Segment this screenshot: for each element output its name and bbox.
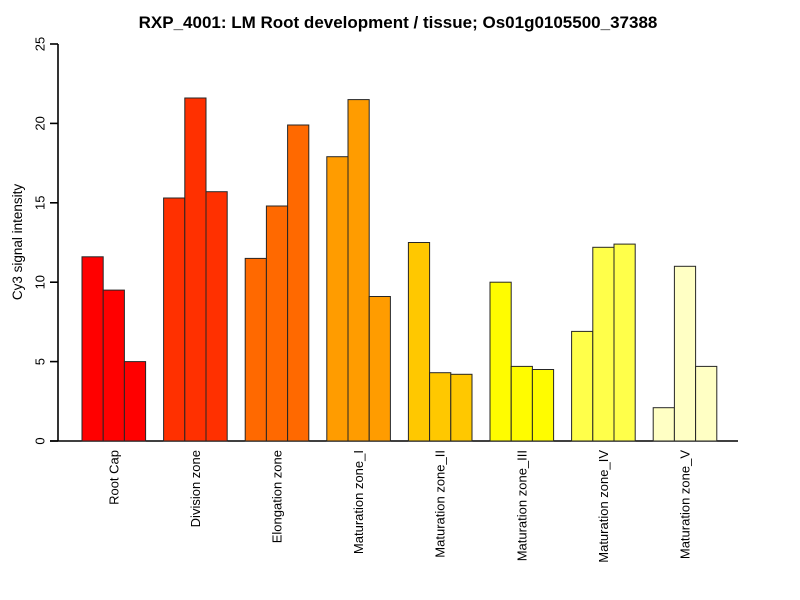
- y-tick-label: 25: [33, 37, 48, 51]
- bar: [123, 361, 147, 442]
- bar: [429, 372, 452, 442]
- bar: [102, 289, 125, 442]
- bar: [592, 246, 615, 442]
- y-axis-label: Cy3 signal intensity: [10, 184, 25, 301]
- bar: [347, 99, 370, 442]
- bar: [450, 373, 473, 442]
- bar: [673, 265, 697, 442]
- bar: [571, 330, 594, 442]
- bar: [510, 365, 533, 442]
- bar: [265, 205, 289, 442]
- x-category-label: Elongation zone: [270, 450, 285, 543]
- bar: [287, 124, 310, 442]
- x-category-label: Division zone: [188, 450, 203, 527]
- x-category-label: Maturation zone_I: [351, 450, 366, 554]
- x-category-label: Root Cap: [106, 450, 121, 505]
- chart-title: RXP_4001: LM Root development / tissue; …: [139, 13, 658, 32]
- y-tick-label: 0: [33, 437, 48, 444]
- bar: [244, 257, 267, 442]
- x-category-label: Maturation zone_V: [678, 450, 693, 559]
- bar: [326, 156, 349, 442]
- y-tick-label: 10: [33, 275, 48, 289]
- bar: [163, 197, 186, 442]
- plot-area: 0 5 10 15 20 25 Root Cap Division zone Elongatio…: [33, 37, 738, 563]
- y-tick-label: 15: [33, 196, 48, 210]
- x-category-label: Maturation zone_II: [433, 450, 448, 558]
- y-tick-label: 20: [33, 116, 48, 130]
- bar: [489, 281, 512, 442]
- bar: [695, 365, 718, 442]
- bar: [205, 191, 228, 442]
- bar: [368, 296, 391, 442]
- x-category-label: Maturation zone_IV: [596, 450, 611, 563]
- bar: [81, 256, 104, 442]
- bar: [613, 243, 636, 442]
- x-category-label: Maturation zone_III: [514, 450, 529, 561]
- bar: [407, 242, 431, 442]
- bar: [652, 407, 675, 442]
- bar: [531, 369, 555, 442]
- y-tick-label: 5: [33, 358, 48, 365]
- bar: [184, 97, 207, 442]
